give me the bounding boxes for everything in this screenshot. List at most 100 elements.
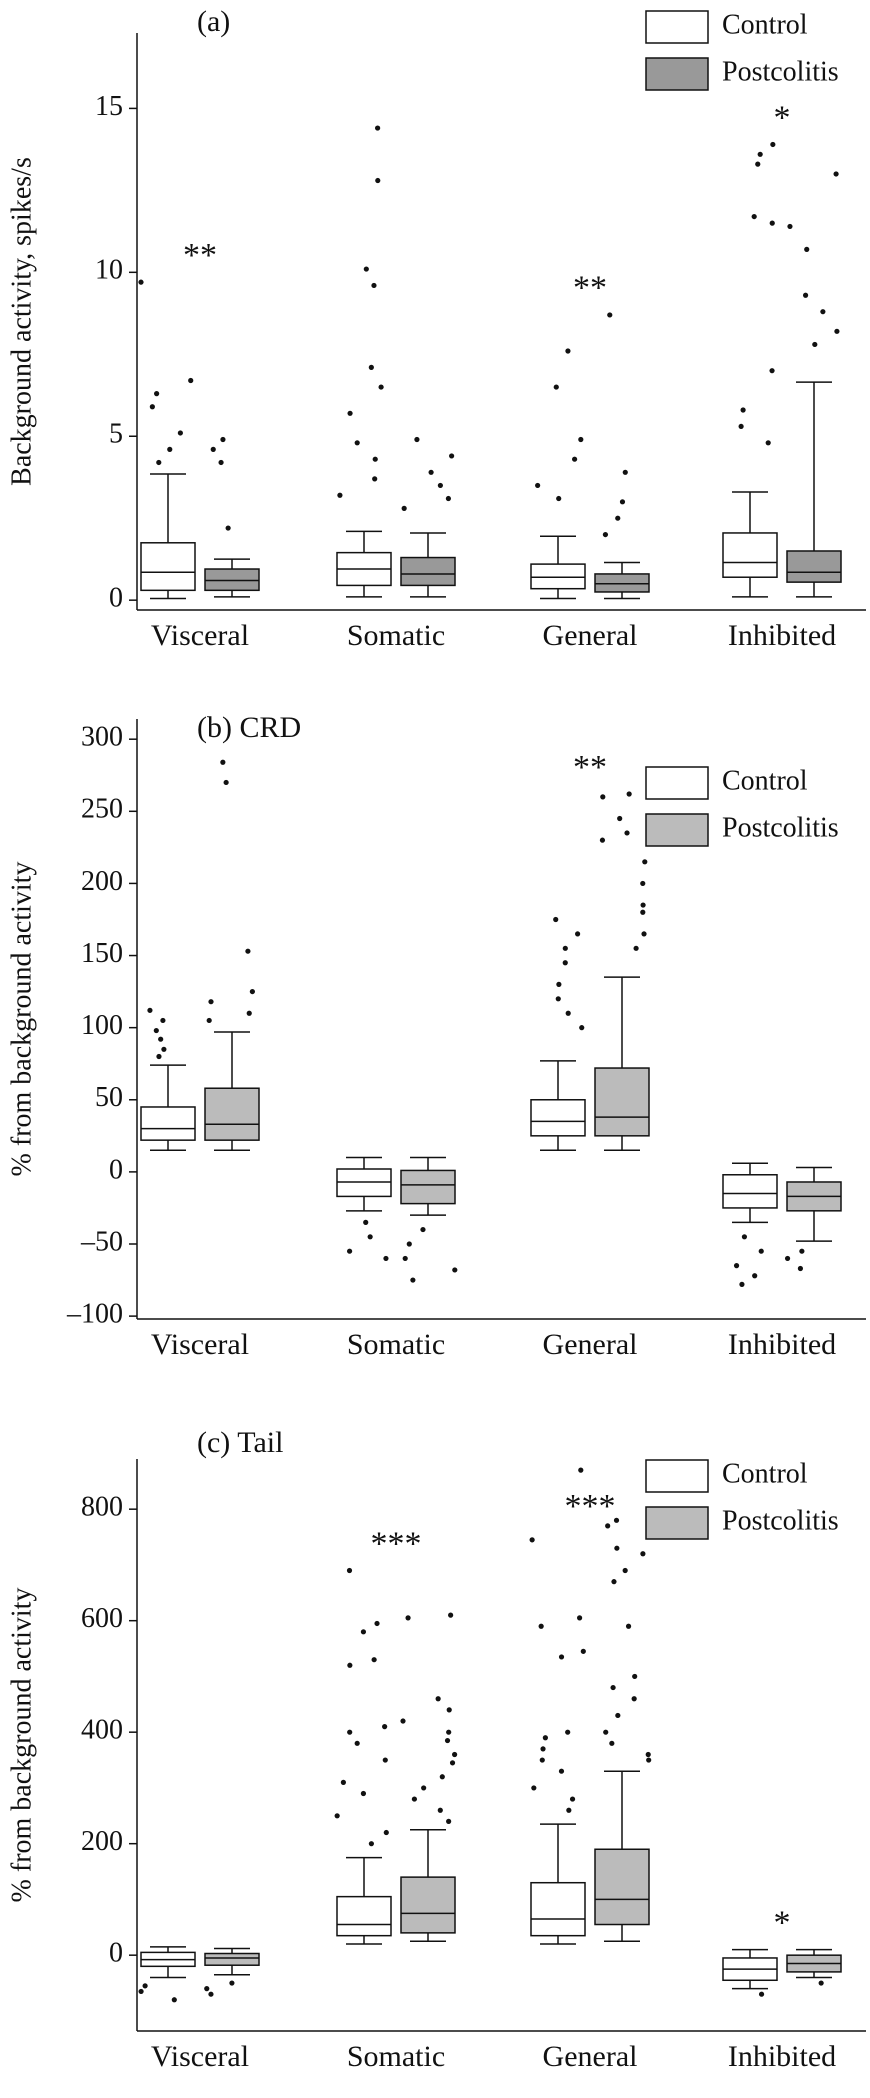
data-point: [208, 999, 214, 1005]
data-point: [799, 1248, 805, 1254]
data-point: [188, 377, 194, 384]
data-point: [374, 1620, 380, 1627]
y-tick-label: 0: [109, 1154, 123, 1185]
box: [786, 550, 842, 583]
data-point: [249, 988, 255, 995]
data-point: [603, 1729, 609, 1735]
data-point: [769, 368, 775, 374]
data-point: [437, 482, 443, 489]
data-point: [149, 404, 155, 410]
data-point: [641, 931, 647, 937]
data-point: [565, 348, 571, 354]
data-point: [208, 1991, 214, 1997]
data-point: [363, 1219, 369, 1225]
y-tick-label: 200: [81, 1826, 123, 1857]
data-point: [446, 1818, 452, 1824]
data-point: [206, 1017, 212, 1024]
data-point: [599, 837, 606, 843]
x-tick-label: Visceral: [151, 619, 249, 652]
data-point: [160, 1017, 166, 1024]
data-point: [632, 1673, 638, 1680]
data-point: [622, 469, 628, 475]
data-point: [449, 1760, 456, 1766]
significance-mark: *: [774, 1904, 791, 1941]
data-point: [804, 246, 810, 252]
data-point: [556, 495, 562, 502]
data-point: [645, 1751, 651, 1758]
data-point: [156, 459, 162, 466]
data-point: [615, 1712, 621, 1719]
data-point: [784, 1255, 791, 1262]
x-tick-label: Visceral: [151, 1328, 249, 1361]
data-point: [177, 430, 183, 436]
data-point: [609, 1740, 615, 1746]
data-point: [580, 1648, 586, 1654]
data-point: [758, 1248, 764, 1254]
data-point: [614, 1545, 620, 1551]
legend-swatch: [645, 813, 709, 847]
data-point: [613, 1517, 620, 1523]
data-point: [204, 1986, 210, 1992]
y-tick-label: 0: [109, 583, 123, 614]
data-point: [138, 1988, 144, 1995]
significance-mark: **: [573, 749, 607, 786]
y-tick-label: 15: [95, 91, 123, 122]
data-point: [553, 916, 559, 923]
legend-swatch: [645, 1459, 709, 1493]
box: [336, 1895, 392, 1937]
data-point: [444, 1737, 451, 1744]
data-point: [437, 1807, 443, 1813]
box: [140, 542, 196, 592]
data-point: [569, 1796, 576, 1802]
data-point: [739, 1281, 745, 1287]
data-point: [578, 1467, 584, 1473]
data-point: [414, 436, 420, 443]
data-point: [738, 423, 744, 430]
data-point: [562, 960, 568, 966]
box: [400, 1169, 456, 1205]
data-point: [158, 1036, 164, 1042]
y-axis-label: Background activity, spikes/s: [6, 157, 37, 486]
data-point: [610, 1684, 616, 1691]
data-point: [210, 446, 216, 452]
data-point: [540, 1746, 546, 1752]
data-point: [405, 1615, 411, 1621]
x-tick-label: Visceral: [151, 2040, 249, 2073]
legend-swatch: [645, 57, 709, 91]
data-point: [752, 1273, 758, 1279]
significance-mark: **: [183, 237, 217, 274]
data-point: [375, 125, 381, 131]
data-point: [600, 794, 606, 800]
data-point: [225, 525, 231, 531]
x-tick-label: Inhibited: [728, 2040, 836, 2073]
box: [204, 1952, 260, 1966]
data-point: [770, 141, 776, 148]
data-point: [538, 1623, 544, 1629]
y-tick-label: 250: [81, 794, 123, 825]
data-point: [529, 1537, 535, 1543]
panel-title: (a): [197, 5, 230, 38]
legend-label: Control: [722, 9, 808, 40]
data-point: [646, 1757, 652, 1763]
y-tick-label: 200: [81, 866, 123, 897]
x-tick-label: Inhibited: [728, 619, 836, 652]
box: [594, 573, 650, 593]
legend-label: Postcolitis: [722, 56, 839, 87]
y-tick-label: 0: [109, 1938, 123, 1969]
significance-mark: **: [573, 270, 607, 307]
data-point: [757, 151, 763, 157]
legend-swatch: [645, 766, 709, 800]
data-point: [363, 266, 369, 272]
data-point: [346, 1248, 353, 1254]
data-point: [834, 328, 840, 334]
data-point: [758, 1991, 765, 1997]
data-point: [578, 436, 584, 443]
box: [722, 532, 778, 578]
data-point: [640, 880, 646, 887]
data-point: [797, 1265, 804, 1272]
data-point: [371, 1657, 377, 1663]
data-point: [575, 931, 581, 937]
data-point: [765, 440, 771, 446]
x-tick-label: General: [543, 2040, 638, 2073]
data-point: [445, 495, 452, 502]
